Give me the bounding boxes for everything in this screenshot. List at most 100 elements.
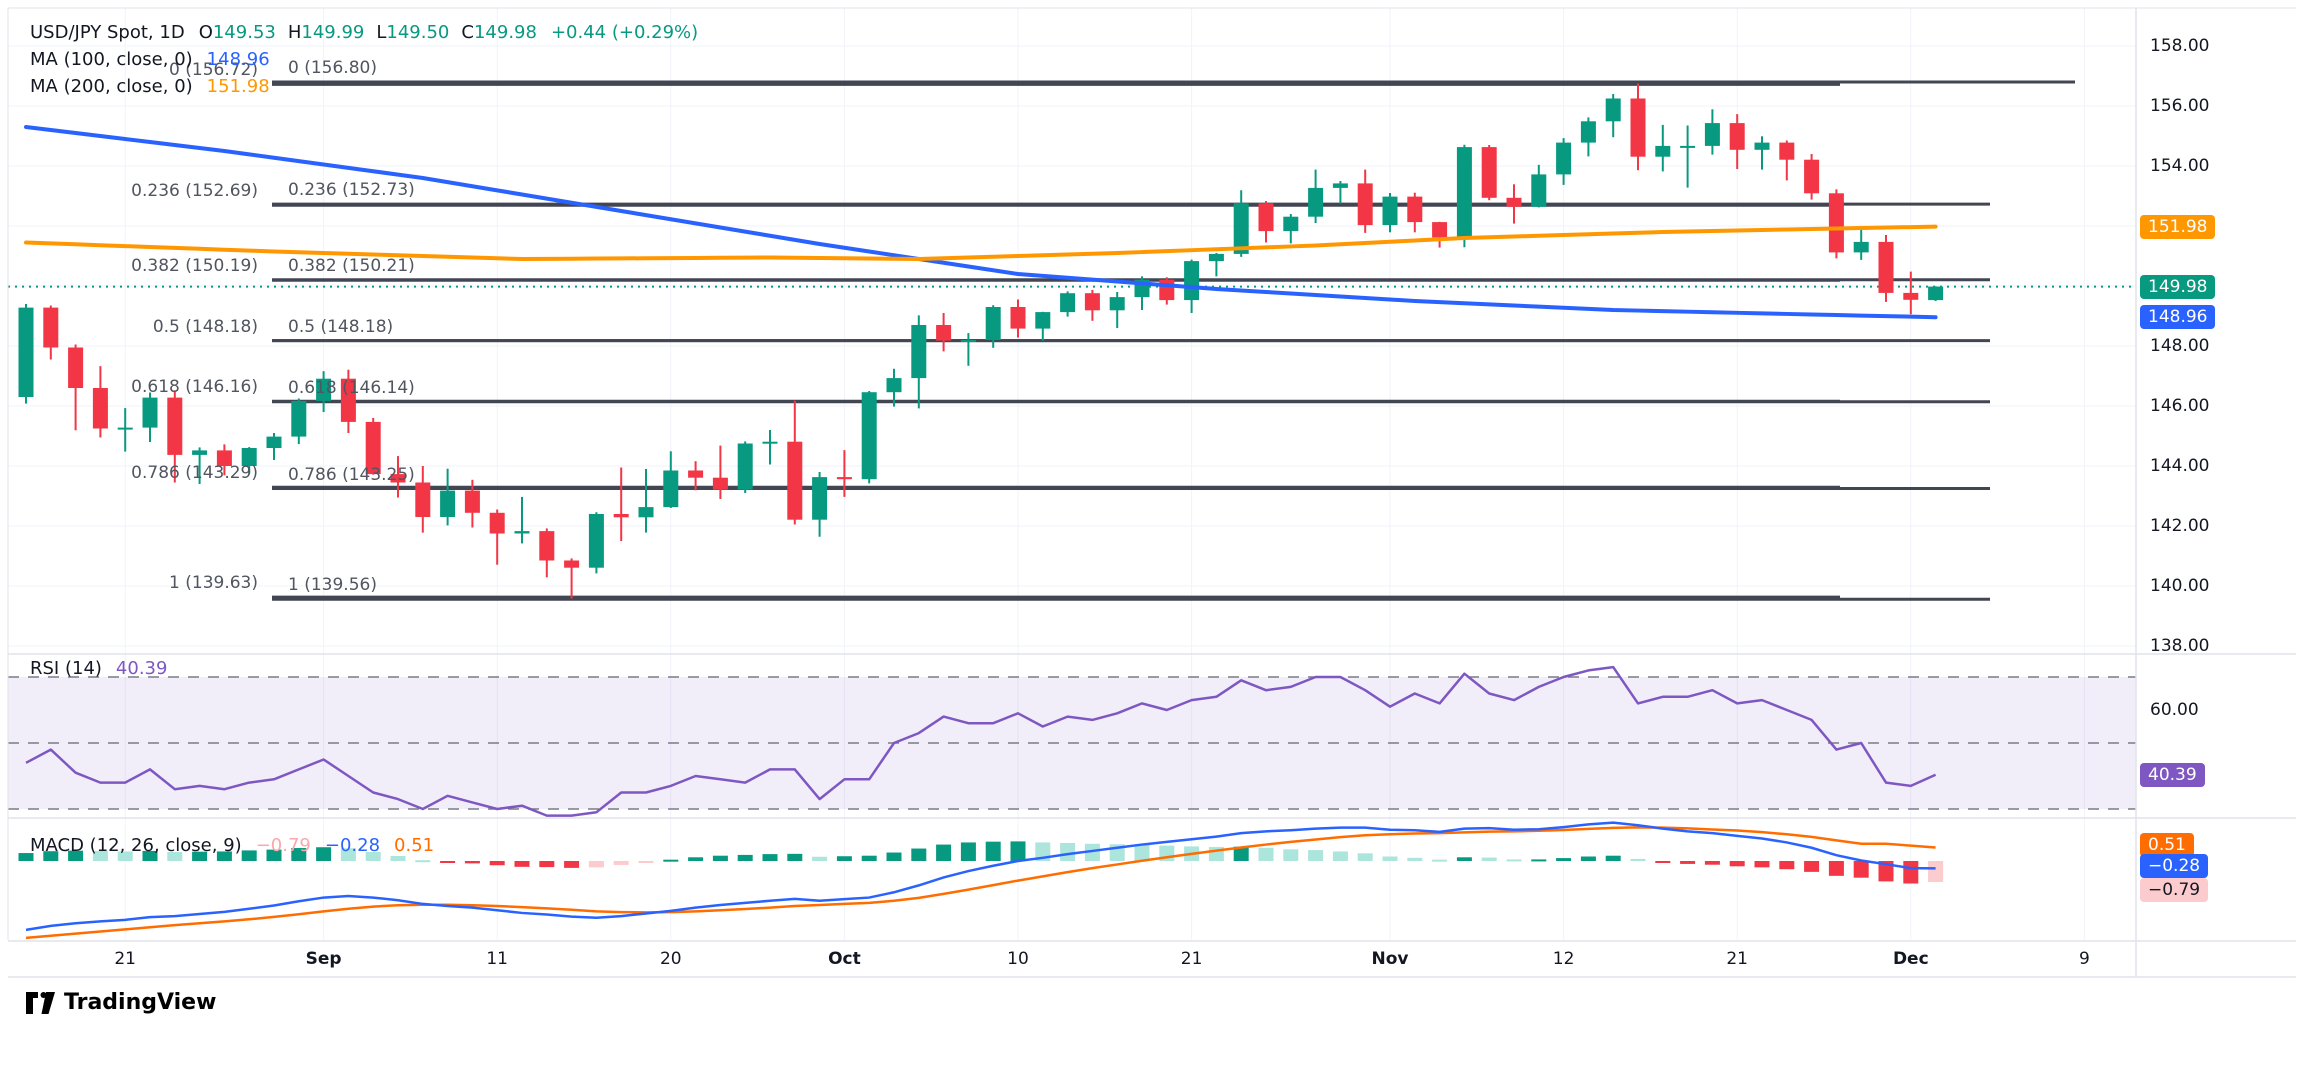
fib-label-b: 0.786 (143.25) (288, 464, 415, 485)
time-axis-label: Dec (1892, 949, 1929, 969)
ma100-value: 148.96 (206, 49, 270, 70)
candle-body (340, 378, 356, 422)
macd-hist-bar (960, 842, 976, 861)
macd-hist-bar (92, 850, 108, 861)
macd-hist-bar (737, 854, 753, 861)
fib-label-a: 0.786 (143.29) (131, 463, 258, 484)
candle-body (1928, 286, 1944, 301)
macd-signal-line (25, 826, 1936, 940)
tradingview-wordmark: TradingView (64, 990, 217, 1015)
candle-body (1630, 98, 1646, 157)
macd-hist-bar (861, 855, 877, 861)
macd-hist-bar (886, 852, 902, 861)
macd-hist-bar (588, 861, 604, 868)
macd-hist-bar (1580, 856, 1596, 861)
candle-body (1828, 193, 1844, 253)
macd-hist-bar (241, 850, 257, 861)
price-axis-label: 154.00 (2150, 156, 2210, 176)
ohlc-item: C149.98 (461, 22, 537, 43)
candle-body (1481, 147, 1497, 198)
candle-body (812, 477, 828, 520)
macd-hist-bar (1556, 858, 1572, 861)
macd-hist-bar (1729, 861, 1745, 867)
rsi-axis-label: 60.00 (2150, 700, 2199, 720)
candle-body (1357, 183, 1373, 226)
macd-hist-bar (365, 851, 381, 861)
symbol-legend[interactable]: USD/JPY Spot, 1D O149.53 H149.99 L149.50 C1… (30, 22, 698, 43)
candle-body (464, 490, 480, 513)
macd-hist-bar (1853, 861, 1869, 878)
rsi-legend[interactable]: RSI (14) 40.39 (30, 658, 167, 679)
candle-body (1878, 241, 1894, 293)
candle-body (1456, 147, 1472, 238)
candle-body (167, 397, 183, 455)
candle-body (1605, 98, 1621, 122)
macd-hist-bar (1481, 857, 1497, 861)
axis-badge: 0.51 (2140, 833, 2194, 857)
candle-body (1035, 312, 1051, 329)
price-axis-label: 156.00 (2150, 96, 2210, 116)
macd-label: MACD (12, 26, close, 9) (30, 835, 242, 856)
candle-body (588, 514, 604, 568)
fib-label-b: 0.382 (150.21) (288, 255, 415, 276)
time-axis-label: Oct (828, 949, 861, 969)
fib-label-b: 0.5 (148.18) (288, 316, 394, 337)
time-axis-label: 21 (114, 949, 137, 969)
macd-hist-bar (1258, 847, 1274, 861)
ma100-line (24, 125, 1938, 320)
candle-body (985, 307, 1001, 340)
macd-hist-bar (1878, 861, 1894, 882)
macd-hist-bar (712, 855, 728, 861)
macd-line-value: −0.28 (324, 835, 381, 856)
macd-hist-bar (291, 848, 307, 861)
change-value: +0.44 (+0.29%) (550, 22, 699, 43)
macd-signal-value: 0.51 (394, 835, 435, 856)
price-axis-label: 158.00 (2150, 36, 2210, 56)
macd-hist-bar (1630, 858, 1646, 861)
candle-body (539, 531, 555, 561)
price-axis-label: 146.00 (2150, 396, 2210, 416)
candle-body (415, 482, 431, 517)
rsi-line (25, 665, 1937, 817)
candle-body (638, 507, 654, 518)
candle-body (1258, 203, 1274, 232)
candle-body (514, 531, 530, 534)
candle-body (762, 441, 778, 444)
candle-body (266, 436, 282, 448)
candle-body (1680, 145, 1696, 148)
price-axis[interactable] (2136, 0, 2304, 941)
candle-body (1283, 216, 1299, 232)
macd-hist-value: −0.79 (255, 835, 311, 856)
candle-body (1010, 307, 1026, 329)
axis-badge: 149.98 (2140, 274, 2216, 299)
candle-body (43, 307, 59, 348)
ma200-label: MA (200, close, 0) (30, 76, 193, 97)
candle-body (241, 448, 257, 466)
candle-body (836, 477, 852, 480)
macd-hist-bar (1779, 861, 1795, 870)
candle-body (316, 378, 332, 401)
candle-body (1729, 123, 1745, 150)
candle-body (291, 400, 307, 437)
macd-hist-bar (1456, 857, 1472, 861)
macd-hist-bar (936, 844, 952, 861)
ma200-value: 151.98 (206, 76, 270, 97)
candle-body (216, 450, 232, 466)
axis-badge: 148.96 (2140, 305, 2216, 330)
candle-body (1580, 121, 1596, 143)
macd-hist-bar (142, 850, 158, 861)
rsi-value: 40.39 (115, 658, 168, 679)
macd-hist-bar (18, 853, 34, 861)
macd-hist-bar (613, 861, 629, 865)
candle-body (1407, 196, 1423, 223)
ma100-legend[interactable]: MA (100, close, 0) 148.96 (30, 49, 270, 70)
macd-legend[interactable]: MACD (12, 26, close, 9) −0.79 −0.28 0.51 (30, 835, 434, 856)
candle-body (936, 325, 952, 341)
fib-label-a: 1 (139.63) (169, 573, 258, 594)
tradingview-logo[interactable]: TradingView (26, 990, 216, 1015)
time-axis[interactable] (0, 941, 2304, 977)
ma200-legend[interactable]: MA (200, close, 0) 151.98 (30, 76, 270, 97)
fib-label-b: 0 (156.80) (288, 58, 377, 78)
